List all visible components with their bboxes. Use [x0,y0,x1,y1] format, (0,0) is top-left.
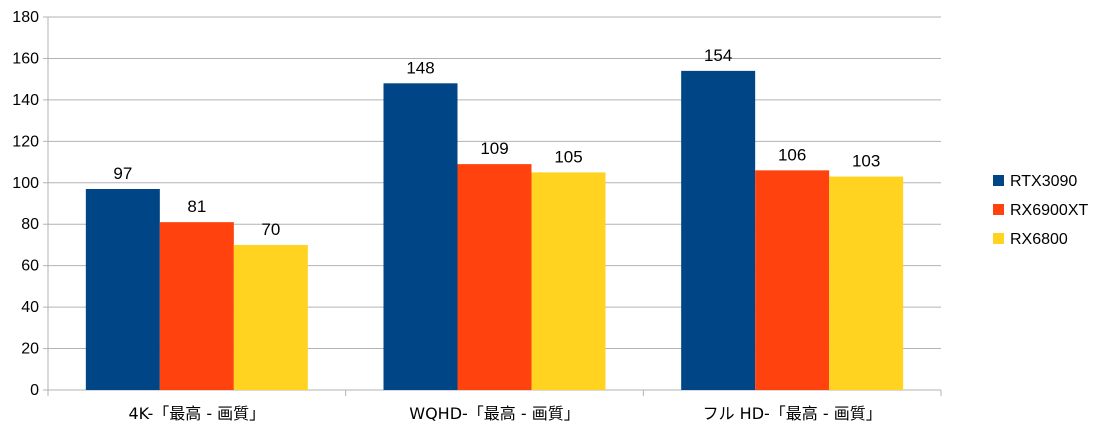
legend-label: RX6800 [1010,231,1068,248]
y-tick-label: 40 [21,299,39,316]
y-tick-label: 180 [12,9,39,26]
category-label: WQHD-「最高 - 画質」 [409,404,580,423]
y-tick-label: 0 [30,382,39,399]
data-label: 154 [704,46,732,65]
bar [383,83,458,391]
y-tick-label: 140 [12,92,39,109]
legend-swatch [993,233,1004,244]
y-tick-label: 160 [12,50,39,67]
category-label: 4K-「最高 - 画質」 [128,404,265,423]
bar [233,244,308,390]
data-label: 81 [187,197,206,216]
data-label: 105 [554,147,582,166]
legend-swatch [993,204,1004,215]
data-label: 70 [261,220,280,239]
y-tick-label: 120 [12,133,39,150]
bar [457,164,532,390]
y-tick-label: 80 [21,216,39,233]
y-tick-label: 60 [21,258,39,275]
data-label: 106 [778,145,806,164]
y-tick-label: 100 [12,175,39,192]
data-label: 103 [852,152,880,171]
data-label: 148 [406,58,434,77]
bar [85,188,160,390]
legend-swatch [993,175,1004,186]
data-label: 109 [480,139,508,158]
y-tick-label: 20 [21,341,39,358]
bar [755,170,830,390]
legend-label: RTX3090 [1010,173,1077,190]
bar [159,222,234,390]
category-label: フル HD-「最高 - 画質」 [703,404,882,423]
bar [681,70,756,390]
data-label: 97 [113,164,132,183]
bar [829,176,904,390]
legend-label: RX6900XT [1010,202,1088,219]
bar [531,172,606,390]
